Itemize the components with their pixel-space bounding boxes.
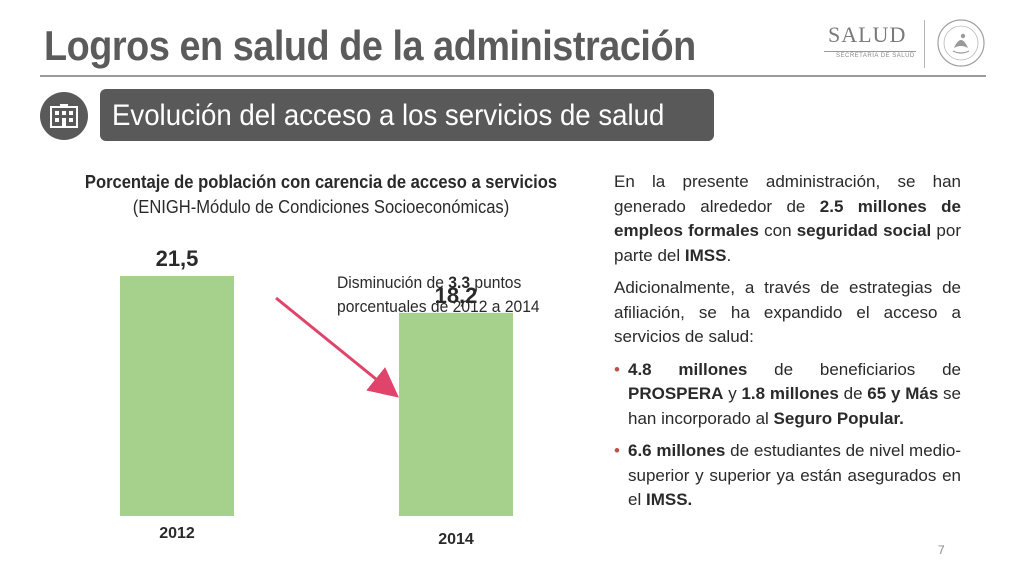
body-text: En la presente administración, se han ge… — [614, 170, 961, 521]
b1-text-2: y — [723, 384, 742, 403]
p1-text-1: En la presente administración, se han ge… — [614, 172, 961, 216]
title-divider — [40, 75, 986, 77]
national-seal-icon — [937, 19, 985, 67]
chart-title-block: Porcentaje de población con carencia de … — [79, 170, 563, 220]
logo-underline — [824, 51, 916, 52]
b1-text-4: se han incorporado al — [628, 384, 962, 428]
page-number: 7 — [938, 543, 945, 557]
value-label-2012: 21,5 — [156, 246, 199, 271]
chart-subtitle: (ENIGH-Módulo de Condiciones Socioeconóm… — [132, 197, 510, 217]
logo-separator — [924, 20, 925, 68]
chart-title: Porcentaje de población con carencia de … — [84, 172, 558, 192]
bar-2014 — [399, 312, 513, 516]
category-label-2014: 2014 — [438, 531, 474, 548]
decrease-annotation: Disminución de 3.3 puntos porcentuales d… — [337, 271, 567, 319]
logo-subtext: SECRETARÍA DE SALUD — [836, 53, 915, 59]
section-banner: Evolución del acceso a los servicios de … — [100, 89, 714, 141]
p1-bold-1: 2.5 millones de empleos formales — [614, 196, 961, 241]
decrease-arrow — [275, 296, 399, 398]
salud-logo: SALUD SECRETARÍA DE SALUD — [806, 18, 986, 70]
b1-text-3: de — [838, 384, 868, 403]
bullet-marker: • — [614, 359, 620, 379]
b1-bold-2: PROSPERA — [628, 384, 724, 403]
b2-bold-2: IMSS. — [645, 490, 693, 509]
b1-text-1: de beneficiarios de — [747, 359, 961, 379]
b2-bold-1: 6.6 millones — [628, 441, 726, 460]
value-label-2014: 18,2 — [435, 283, 478, 308]
paragraph-affiliation: Adicionalmente, a través de estrategias … — [614, 278, 961, 346]
page-title: Logros en salud de la administración — [44, 22, 696, 69]
b2-text-1: de estudiantes de nivel medio-superior y… — [628, 441, 962, 509]
b1-bold-5: Seguro Popular. — [773, 408, 904, 428]
bullet-imss-students: • 6.6 millones de estudiantes de nivel me… — [614, 439, 961, 513]
annotation-value: 3.3 — [448, 273, 471, 292]
bar-2012 — [120, 275, 234, 516]
b1-bold-1: 4.8 millones — [628, 359, 748, 379]
category-label-2012: 2012 — [159, 525, 195, 542]
p1-text-2: con — [758, 221, 797, 240]
bullet-marker: • — [614, 441, 620, 460]
p1-bold-3: IMSS — [684, 245, 727, 265]
annotation-prefix: Disminución de — [337, 273, 449, 292]
p1-text-3: por parte del — [614, 221, 961, 265]
bullet-seguro-popular: • 4.8 millones de beneficiarios de PROSPE… — [614, 358, 961, 432]
b1-bold-3: 1.8 millones — [741, 384, 839, 403]
p1-text-4: . — [726, 245, 732, 265]
hospital-building-icon — [40, 92, 88, 140]
annotation-suffix: puntos porcentuales de 2012 a 2014 — [337, 273, 540, 316]
p1-bold-2: seguridad social — [796, 221, 932, 240]
paragraph-employment: En la presente administración, se han ge… — [614, 170, 961, 268]
section-banner-text: Evolución del acceso a los servicios de … — [112, 99, 665, 132]
logo-text: SALUD — [828, 22, 907, 47]
b1-bold-4: 65 y Más — [867, 384, 939, 403]
